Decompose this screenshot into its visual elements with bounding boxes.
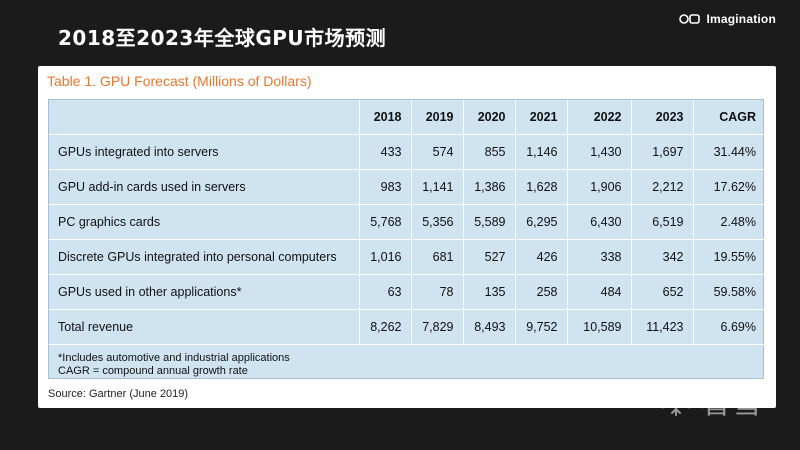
column-header <box>49 100 360 135</box>
table-cell: 135 <box>463 274 516 310</box>
table-row-total: Total revenue 8,262 7,829 8,493 9,752 10… <box>49 309 765 345</box>
table-cell: 6,430 <box>567 204 632 240</box>
table-cell: 31.44% <box>693 134 765 170</box>
column-header: 2022 <box>567 100 632 135</box>
table-cell: 11,423 <box>631 309 694 345</box>
table-cell: 10,589 <box>567 309 632 345</box>
table-cell: 6,295 <box>515 204 568 240</box>
watermark-text: 看雪 <box>700 386 764 421</box>
row-label: GPUs used in other applications* <box>49 274 360 310</box>
table-cell: 1,697 <box>631 134 694 170</box>
table-cell: 1,141 <box>411 169 464 205</box>
snowflake-icon <box>662 384 690 416</box>
table-cell: 983 <box>359 169 412 205</box>
table-cell: 7,829 <box>411 309 464 345</box>
table-cell: 2,212 <box>631 169 694 205</box>
table-header-row: 2018 2019 2020 2021 2022 2023 CAGR <box>49 100 765 135</box>
table-row: GPU add-in cards used in servers 983 1,1… <box>49 169 765 205</box>
table-cell: 9,752 <box>515 309 568 345</box>
imagination-logo-icon <box>679 14 701 24</box>
table-cell: 1,430 <box>567 134 632 170</box>
table-cell: 855 <box>463 134 516 170</box>
table-row: GPUs used in other applications* 63 78 1… <box>49 274 765 310</box>
row-label: PC graphics cards <box>49 204 360 240</box>
table-cell: 574 <box>411 134 464 170</box>
table-caption: Table 1. GPU Forecast (Millions of Dolla… <box>47 73 312 89</box>
forecast-table: 2018 2019 2020 2021 2022 2023 CAGR GPUs … <box>49 100 765 345</box>
table-cell: 258 <box>515 274 568 310</box>
column-header: 2023 <box>631 100 694 135</box>
footnote-applications: *Includes automotive and industrial appl… <box>58 352 290 364</box>
row-label: Discrete GPUs integrated into personal c… <box>49 239 360 275</box>
table-cell: 1,628 <box>515 169 568 205</box>
table-cell: 342 <box>631 239 694 275</box>
table-cell: 6.69% <box>693 309 765 345</box>
brand-logo: Imagination <box>679 12 776 26</box>
table-row: Discrete GPUs integrated into personal c… <box>49 239 765 275</box>
table-cell: 527 <box>463 239 516 275</box>
forecast-table-container: 2018 2019 2020 2021 2022 2023 CAGR GPUs … <box>48 99 765 379</box>
brand-name: Imagination <box>706 12 776 26</box>
row-label: Total revenue <box>49 309 360 345</box>
source-citation: Source: Gartner (June 2019) <box>48 388 189 400</box>
table-cell: 1,906 <box>567 169 632 205</box>
content-panel: Table 1. GPU Forecast (Millions of Dolla… <box>38 66 776 408</box>
table-cell: 78 <box>411 274 464 310</box>
table-cell: 5,356 <box>411 204 464 240</box>
column-header: CAGR <box>693 100 765 135</box>
table-cell: 1,146 <box>515 134 568 170</box>
table-cell: 59.58% <box>693 274 765 310</box>
row-label: GPUs integrated into servers <box>49 134 360 170</box>
column-header: 2020 <box>463 100 516 135</box>
table-cell: 19.55% <box>693 239 765 275</box>
table-cell: 652 <box>631 274 694 310</box>
table-cell: 5,589 <box>463 204 516 240</box>
table-cell: 17.62% <box>693 169 765 205</box>
table-cell: 8,493 <box>463 309 516 345</box>
table-cell: 6,519 <box>631 204 694 240</box>
row-label: GPU add-in cards used in servers <box>49 169 360 205</box>
table-cell: 433 <box>359 134 412 170</box>
table-footnotes: *Includes automotive and industrial appl… <box>49 345 763 378</box>
watermark: 看雪 <box>658 378 764 422</box>
table-cell: 5,768 <box>359 204 412 240</box>
table-row: GPUs integrated into servers 433 574 855… <box>49 134 765 170</box>
table-cell: 338 <box>567 239 632 275</box>
column-header: 2021 <box>515 100 568 135</box>
table-cell: 1,016 <box>359 239 412 275</box>
table-row: PC graphics cards 5,768 5,356 5,589 6,29… <box>49 204 765 240</box>
table-cell: 681 <box>411 239 464 275</box>
column-header: 2019 <box>411 100 464 135</box>
table-cell: 8,262 <box>359 309 412 345</box>
table-cell: 63 <box>359 274 412 310</box>
footnote-cagr: CAGR = compound annual growth rate <box>58 365 248 377</box>
table-cell: 1,386 <box>463 169 516 205</box>
table-cell: 2.48% <box>693 204 765 240</box>
column-header: 2018 <box>359 100 412 135</box>
table-cell: 484 <box>567 274 632 310</box>
slide-title: 2018至2023年全球GPU市场预测 <box>58 26 387 50</box>
table-cell: 426 <box>515 239 568 275</box>
